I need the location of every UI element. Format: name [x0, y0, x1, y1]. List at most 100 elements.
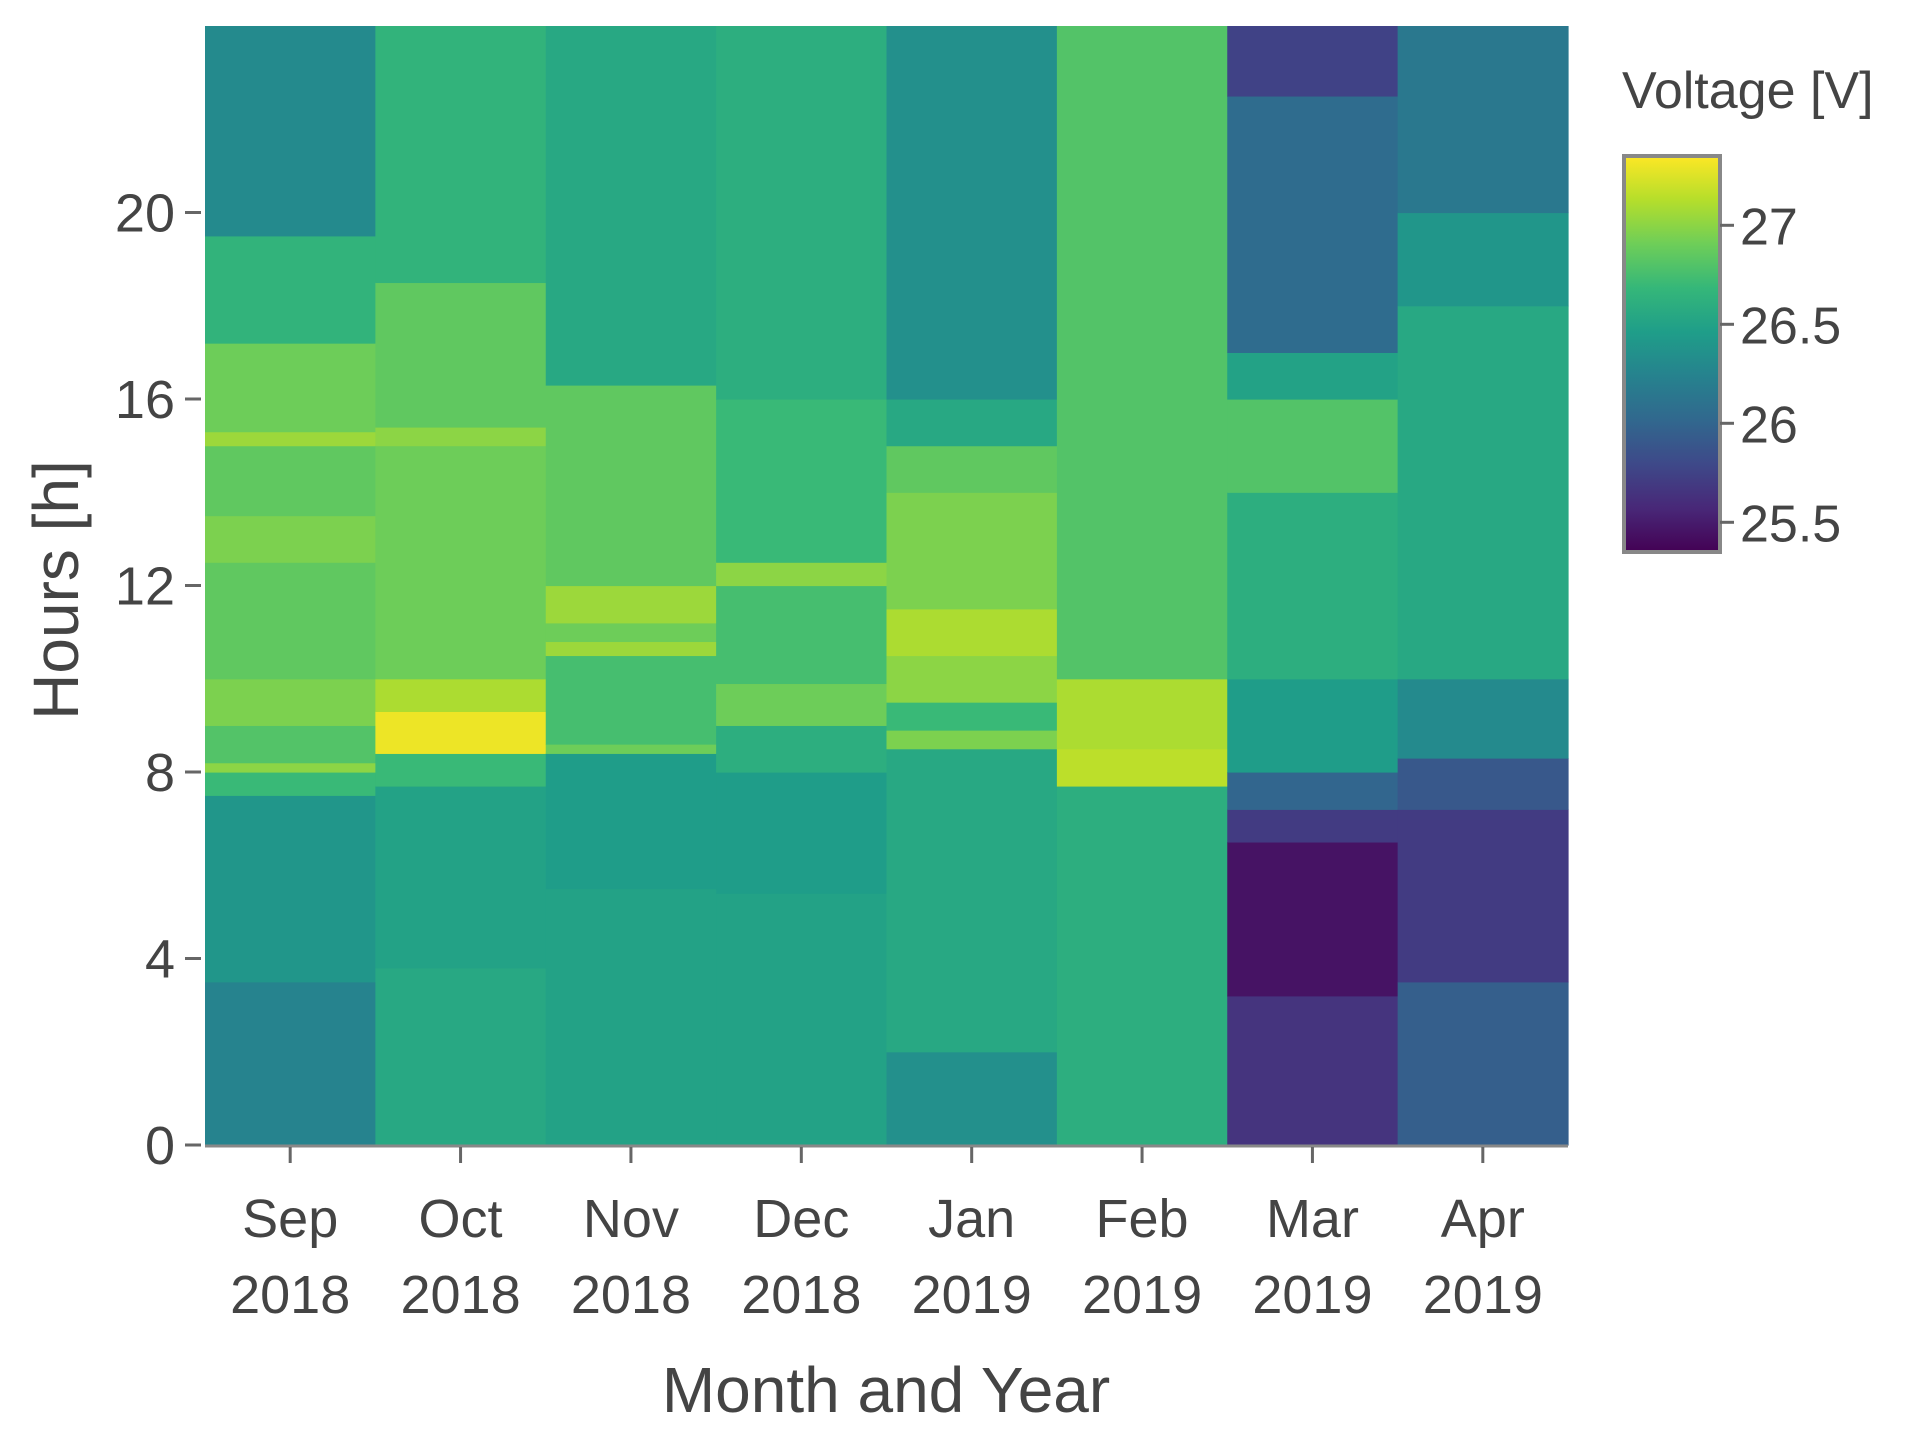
heatmap-cell: [205, 235, 376, 344]
heatmap-cell: [1227, 352, 1399, 400]
heatmap-cell: [545, 753, 717, 890]
heatmap-cell: [545, 641, 717, 657]
colorbar: Voltage [V] 25.5 26 26.5 27: [1622, 62, 1874, 554]
heatmap-cell: [1227, 492, 1399, 680]
heatmap-cell: [1227, 995, 1399, 1146]
heatmap-cell: [1056, 26, 1228, 680]
x-tick-label-year: 2018: [571, 1265, 691, 1325]
y-axis: 0 4 8 12 16 20: [115, 184, 201, 1176]
heatmap-cell: [886, 492, 1058, 610]
heatmap-cell: [1227, 678, 1399, 773]
heatmap-cell: [886, 608, 1058, 657]
heatmap-cell: [545, 585, 717, 624]
heatmap-cell: [205, 431, 376, 447]
heatmap-cell: [375, 445, 547, 680]
x-tick-label-month: Apr: [1441, 1189, 1525, 1249]
heatmap-cell: [545, 385, 717, 587]
heatmap-cell: [716, 562, 888, 587]
heatmap-cell: [545, 744, 717, 754]
heatmap-cell: [716, 725, 888, 773]
x-tick-label-year: 2018: [230, 1265, 350, 1325]
x-axis-title: Month and Year: [662, 1354, 1110, 1426]
x-tick-label-month: Sep: [242, 1189, 338, 1249]
heatmap-cell: [886, 655, 1058, 703]
heatmap-cell: [205, 343, 376, 433]
heatmap-cell: [375, 785, 547, 969]
x-tick-label-year: 2019: [1252, 1265, 1372, 1325]
heatmap-cell: [886, 702, 1058, 731]
x-tick-label-year: 2019: [1423, 1265, 1543, 1325]
heatmap-cell: [375, 967, 547, 1146]
heatmap-cell: [1397, 809, 1569, 983]
heatmap-cell: [375, 711, 547, 754]
heatmap-cell: [716, 683, 888, 726]
heatmap-cell: [716, 399, 888, 563]
heatmap-cell: [205, 562, 376, 680]
colorbar-tick-label: 25.5: [1740, 495, 1841, 553]
colorbar-gradient: [1622, 154, 1722, 554]
heatmap-cell: [1397, 26, 1569, 214]
heatmap-cell: [886, 26, 1058, 400]
heatmap-cell: [1397, 212, 1569, 307]
heatmap-cell: [205, 762, 376, 773]
colorbar-tick-label: 26.5: [1740, 297, 1841, 355]
heatmap-cell: [1227, 399, 1399, 493]
heatmap-cell: [205, 772, 376, 796]
heatmap-cell: [1397, 981, 1569, 1146]
y-tick-label: 16: [115, 370, 175, 430]
heatmap-cell: [1227, 95, 1399, 353]
heatmap-cell: [205, 445, 376, 517]
y-tick-label: 8: [145, 743, 175, 803]
heatmap-cell: [1056, 748, 1228, 787]
heatmap-cell: [1056, 785, 1228, 1146]
heatmap-cell: [205, 26, 376, 237]
heatmap-cell: [716, 585, 888, 685]
heatmap-cell: [205, 795, 376, 983]
x-tick-label-year: 2019: [1082, 1265, 1202, 1325]
x-tick-label-month: Mar: [1266, 1189, 1359, 1249]
heatmap-cell: [375, 678, 547, 712]
x-tick-label-month: Nov: [583, 1189, 679, 1249]
heatmap-cell: [1397, 758, 1569, 810]
colorbar-ticks: 25.5 26 26.5 27: [1720, 198, 1841, 553]
heatmap-cell: [545, 655, 717, 745]
x-axis: Sep 2018 Oct 2018 Nov 2018 Dec 2018 Jan 2019 Feb 20…: [205, 1144, 1568, 1325]
y-tick-label: 4: [145, 930, 175, 990]
x-tick-label-month: Jan: [928, 1189, 1015, 1249]
heatmap-cell: [1227, 841, 1399, 997]
heatmap-cell: [1056, 678, 1228, 750]
heatmap-cell: [545, 26, 717, 386]
heatmap-cell: [375, 753, 547, 787]
x-tick-label-year: 2019: [912, 1265, 1032, 1325]
heatmap-cell: [886, 399, 1058, 447]
x-tick-label-year: 2018: [741, 1265, 861, 1325]
heatmap-cell: [1397, 678, 1569, 759]
heatmap-cell: [545, 888, 717, 1146]
x-tick-label-year: 2018: [400, 1265, 520, 1325]
heatmap-cell: [1227, 809, 1399, 843]
heatmap-cell: [1227, 772, 1399, 810]
heatmap-cell: [375, 26, 547, 284]
heatmap-cell: [1227, 26, 1399, 97]
heatmap-cell: [545, 622, 717, 643]
heatmap-cell: [886, 748, 1058, 1053]
heatmap-cell: [716, 772, 888, 894]
heatmap-cell: [205, 678, 376, 726]
y-tick-label: 20: [115, 184, 175, 244]
x-tick-label-month: Dec: [753, 1189, 849, 1249]
x-tick-label-month: Feb: [1096, 1189, 1189, 1249]
heatmap-cell: [205, 981, 376, 1146]
y-tick-label: 0: [145, 1116, 175, 1176]
y-tick-label: 12: [115, 557, 175, 617]
colorbar-tick-label: 27: [1740, 198, 1798, 256]
heatmap-cell: [716, 893, 888, 1146]
colorbar-tick-label: 26: [1740, 396, 1798, 454]
colorbar-title: Voltage [V]: [1622, 62, 1874, 120]
heatmap-cell: [205, 515, 376, 563]
heatmap-cell: [1397, 305, 1569, 680]
heatmap-cell: [375, 282, 547, 428]
heatmap-cell: [205, 725, 376, 764]
heatmap-cell: [886, 730, 1058, 750]
